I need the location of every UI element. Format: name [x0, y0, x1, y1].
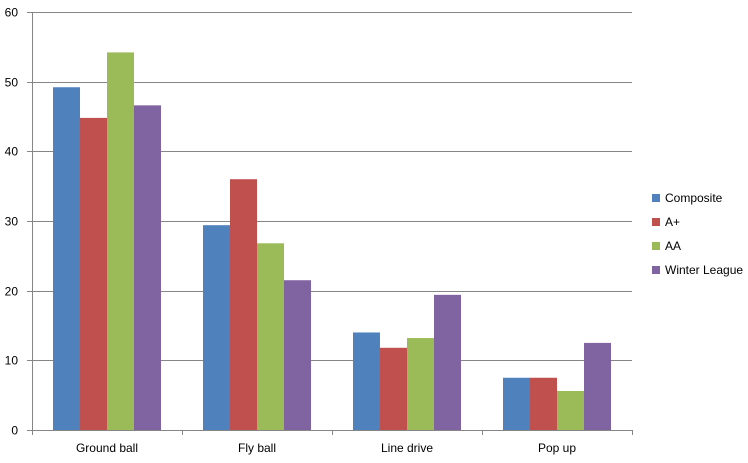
bar-composite-line-drive [353, 332, 380, 430]
x-tick-label: Line drive [381, 441, 433, 455]
bar-aa-ground-ball [107, 52, 134, 430]
bar-winter-league-line-drive [434, 294, 461, 430]
x-tick-label: Fly ball [238, 441, 276, 455]
x-tick-label: Pop up [538, 441, 576, 455]
y-tick-label: 40 [5, 145, 19, 159]
bar-winter-league-fly-ball [284, 280, 311, 430]
legend-label: AA [665, 239, 682, 253]
bar-composite-fly-ball [203, 225, 230, 430]
y-tick-label: 30 [5, 215, 19, 229]
axes [27, 12, 633, 435]
legend-swatch [652, 242, 660, 250]
legend-label: Winter League [665, 263, 744, 277]
y-tick-labels: 0 10 20 30 40 50 60 [5, 6, 19, 438]
bars [53, 52, 611, 431]
bar-aa-fly-ball [257, 243, 284, 430]
legend-label: A+ [665, 215, 681, 229]
x-tick-label: Ground ball [76, 441, 138, 455]
legend-swatch [652, 194, 660, 202]
legend-swatch [652, 218, 660, 226]
bar-a--fly-ball [230, 179, 257, 430]
bar-winter-league-ground-ball [134, 105, 161, 430]
bar-a--pop-up [530, 377, 557, 430]
y-tick-label: 0 [11, 424, 18, 438]
legend-item: Composite [652, 186, 743, 210]
y-tick-label: 50 [5, 76, 19, 90]
bar-composite-pop-up [503, 377, 530, 430]
y-tick-label: 20 [5, 285, 19, 299]
bar-composite-ground-ball [53, 87, 80, 431]
legend-label: Composite [665, 191, 723, 205]
legend-item: AA [652, 234, 743, 258]
bar-a--line-drive [380, 347, 407, 430]
bar-a--ground-ball [80, 117, 107, 430]
bar-aa-line-drive [407, 338, 434, 430]
y-tick-label: 10 [5, 354, 19, 368]
y-tick-label: 60 [5, 6, 19, 20]
bar-aa-pop-up [557, 390, 584, 430]
x-tick-labels: Ground ball Fly ball Line drive Pop up [76, 441, 576, 455]
legend-item: A+ [652, 210, 743, 234]
bar-winter-league-pop-up [584, 342, 611, 430]
legend: Composite A+ AA Winter League [652, 186, 743, 282]
legend-item: Winter League [652, 258, 743, 282]
legend-swatch [652, 266, 660, 274]
